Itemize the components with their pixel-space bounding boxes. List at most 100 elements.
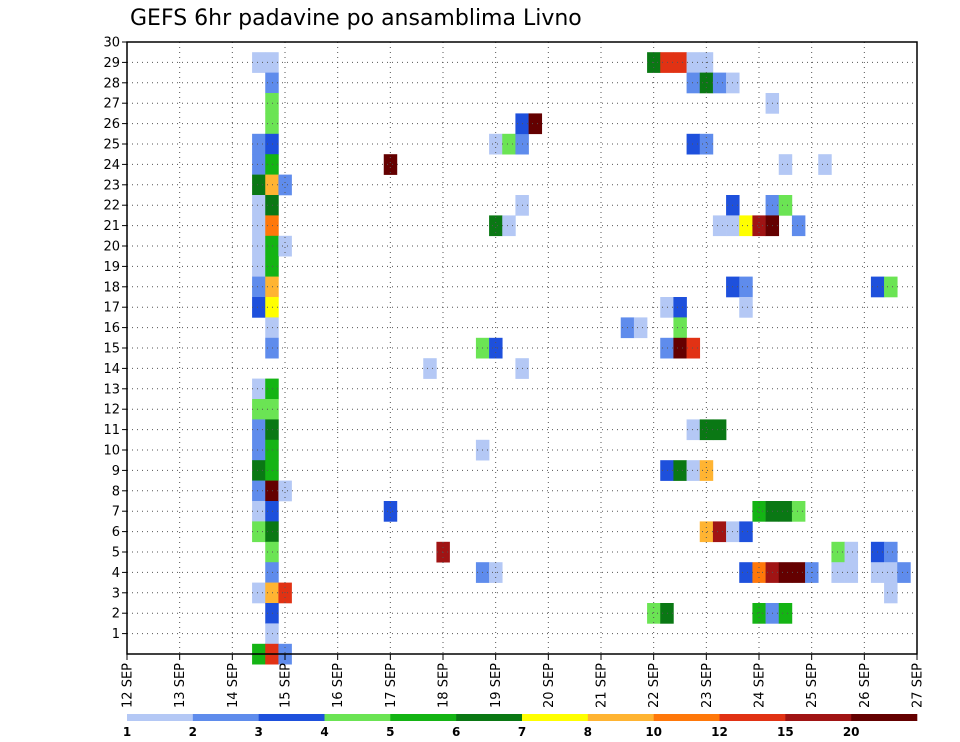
y-tick-label: 23: [103, 178, 120, 193]
y-tick-label: 7: [112, 505, 120, 520]
heat-cell: [265, 419, 279, 441]
heat-cell: [791, 501, 806, 522]
heat-cell: [265, 317, 279, 339]
heat-cell: [252, 174, 266, 196]
heat-cell: [739, 215, 753, 237]
heat-cell: [686, 460, 701, 481]
heat-cell: [778, 195, 793, 216]
heat-cell: [265, 378, 279, 400]
heat-cell: [252, 419, 266, 441]
heat-cell: [660, 52, 674, 73]
y-tick-label: 30: [103, 36, 120, 51]
y-tick-label: 6: [112, 525, 120, 540]
heat-cell: [265, 93, 279, 114]
y-tick-label: 16: [103, 321, 120, 336]
heat-cell: [252, 154, 266, 175]
colorbar-swatch: [522, 714, 589, 721]
heat-cell: [686, 133, 701, 155]
heat-cell: [252, 480, 266, 502]
heat-cell: [252, 439, 266, 461]
heat-cell: [383, 501, 398, 522]
heat-cell: [528, 113, 543, 135]
x-tick-label: 22 SEP: [647, 663, 662, 708]
heat-cell: [265, 52, 279, 73]
heat-cell: [265, 623, 279, 645]
x-tick-label: 18 SEP: [437, 663, 452, 708]
heat-cell: [252, 297, 266, 318]
heat-cell: [265, 603, 279, 624]
heat-cell: [502, 215, 516, 237]
colorbar-label: 6: [452, 725, 460, 739]
heat-cell: [660, 337, 674, 359]
heat-cell: [739, 276, 753, 298]
heat-cell: [252, 460, 266, 481]
x-tick-label: 23 SEP: [700, 663, 715, 708]
heat-cell: [265, 72, 279, 94]
heat-cell: [265, 439, 279, 461]
heat-cell: [884, 541, 898, 563]
heat-cell: [844, 562, 859, 583]
heat-cell: [699, 133, 714, 155]
colorbar-label: 2: [189, 725, 197, 739]
y-tick-label: 1: [112, 627, 120, 642]
colorbar: 1 2 3 4 5 6 7 8 10 12 15 20: [123, 714, 918, 739]
grid-layer: [127, 42, 917, 654]
heat-cell: [673, 297, 687, 318]
y-tick-label: 20: [103, 240, 120, 255]
x-tick-label: 13 SEP: [173, 663, 188, 708]
x-tick-label: 20 SEP: [542, 663, 557, 708]
heat-cell: [489, 337, 503, 359]
x-tick-label: 15 SEP: [279, 663, 294, 708]
heat-cell: [252, 501, 266, 522]
heat-cell: [884, 276, 898, 298]
y-tick-label: 29: [103, 56, 120, 71]
x-tick-label: 14 SEP: [226, 663, 241, 708]
heat-cell: [712, 72, 727, 94]
heat-cell: [252, 582, 266, 604]
heat-cell: [252, 521, 266, 543]
x-tick-label: 16 SEP: [331, 663, 346, 708]
y-tick-label: 10: [103, 444, 120, 459]
heat-cell: [252, 399, 266, 420]
colorbar-swatch: [258, 714, 325, 721]
heat-cell: [265, 235, 279, 257]
heat-cell: [265, 460, 279, 481]
heat-cell: [278, 235, 292, 257]
colorbar-label: 5: [386, 725, 394, 739]
heat-cell: [752, 603, 766, 624]
heat-cell: [699, 419, 714, 441]
heat-cell: [699, 521, 714, 543]
x-tick-label: 24 SEP: [753, 663, 768, 708]
colorbar-label: 4: [320, 725, 328, 739]
heat-cell: [278, 480, 292, 502]
y-tick-label: 19: [103, 260, 120, 275]
heat-cell: [712, 215, 727, 237]
heat-cell: [686, 52, 701, 73]
colorbar-label: 10: [645, 725, 662, 739]
heat-cell: [791, 215, 806, 237]
x-tick-label: 26 SEP: [858, 663, 873, 708]
heat-cell: [897, 562, 911, 583]
heat-cell: [265, 215, 279, 237]
heat-cell: [831, 562, 845, 583]
heat-cell: [686, 337, 701, 359]
heat-cell: [265, 113, 279, 135]
heat-cell: [739, 297, 753, 318]
heat-cell: [752, 501, 766, 522]
heat-cell: [686, 72, 701, 94]
heat-cell: [712, 521, 727, 543]
heat-cell: [778, 562, 793, 583]
colorbar-swatch: [324, 714, 391, 721]
heat-cell: [673, 337, 687, 359]
x-tick-label: 21 SEP: [595, 663, 610, 708]
x-axis: 12 SEP 13 SEP 14 SEP 15 SEP 16 SEP 17 SEP 18 S…: [121, 654, 926, 708]
heat-cell: [818, 154, 832, 175]
y-tick-label: 28: [103, 76, 120, 91]
colorbar-label: 8: [584, 725, 592, 739]
heat-cell: [791, 562, 806, 583]
colorbar-label: 12: [711, 725, 728, 739]
heat-cell: [265, 521, 279, 543]
heat-cell: [265, 501, 279, 522]
y-tick-label: 15: [103, 342, 120, 357]
